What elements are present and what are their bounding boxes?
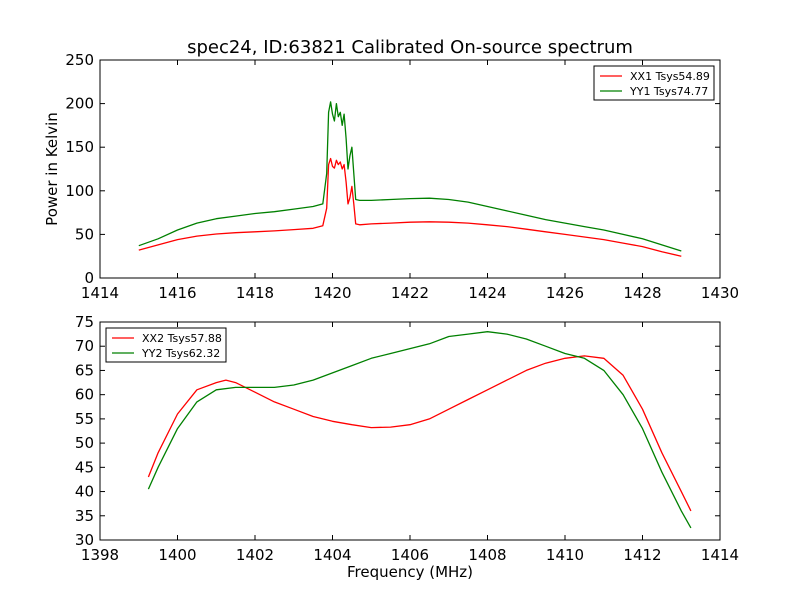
x-tick-label: 1404: [313, 546, 351, 564]
x-axis-label: Frequency (MHz): [347, 563, 473, 581]
x-tick-label: 1426: [546, 284, 584, 302]
legend-label: YY2 Tsys62.32: [141, 347, 220, 360]
series-line-1-0: [147, 355, 692, 512]
x-tick-label: 1422: [391, 284, 429, 302]
y-tick-label: 75: [75, 313, 94, 331]
y-tick-label: 100: [65, 182, 94, 200]
y-tick-label: 65: [75, 361, 94, 379]
y-tick-label: 50: [75, 434, 94, 452]
y-axis-label: Power in Kelvin: [43, 112, 61, 226]
bottom-plot: 1398 1400 1402 1404 1406 1408 1410 1412 1414 30 35…: [75, 313, 739, 581]
x-tick-label: 1412: [623, 546, 661, 564]
series-line-1-1: [147, 331, 692, 529]
y-tick-label: 40: [75, 483, 94, 501]
legend-box: [105, 327, 227, 363]
x-tick-label: 1400: [158, 546, 196, 564]
x-tick-label: 1424: [468, 284, 506, 302]
y-tick-label: 0: [84, 269, 94, 287]
y-tick-label: 150: [65, 138, 94, 156]
y-tick-label: 45: [75, 458, 94, 476]
series-line-0-0: [138, 157, 682, 257]
x-tick-label: 1428: [623, 284, 661, 302]
y-tick-label: 60: [75, 386, 94, 404]
x-tick-label: 1416: [158, 284, 196, 302]
figure-title: spec24, ID:63821 Calibrated On-source sp…: [187, 37, 633, 58]
x-tick-label: 1408: [468, 546, 506, 564]
legend: XX1 Tsys54.89 YY1 Tsys74.77: [593, 65, 715, 101]
legend-box: [593, 65, 715, 101]
y-tick-label: 200: [65, 95, 94, 113]
legend-label: XX1 Tsys54.89: [630, 70, 710, 83]
x-tick-label: 1420: [313, 284, 351, 302]
x-tick-label: 1414: [81, 284, 119, 302]
series-line-0-1: [138, 101, 682, 252]
top-plot: 1414 1416 1418 1420 1422 1424 1426 1428 1430 0 50 1…: [43, 51, 739, 302]
x-tick-label: 1406: [391, 546, 429, 564]
x-tick-label: 1414: [701, 546, 739, 564]
legend-label: YY1 Tsys74.77: [629, 85, 708, 98]
x-tick-label: 1402: [236, 546, 274, 564]
legend-label: XX2 Tsys57.88: [142, 332, 222, 345]
y-tick-label: 30: [75, 531, 94, 549]
y-tick-label: 35: [75, 507, 94, 525]
y-tick-label: 70: [75, 337, 94, 355]
x-tick-label: 1430: [701, 284, 739, 302]
x-tick-label: 1398: [81, 546, 119, 564]
y-tick-label: 50: [75, 225, 94, 243]
x-tick-label: 1410: [546, 546, 584, 564]
y-tick-label: 250: [65, 51, 94, 69]
legend: XX2 Tsys57.88 YY2 Tsys62.32: [105, 327, 227, 363]
y-tick-label: 55: [75, 410, 94, 428]
x-tick-label: 1418: [236, 284, 274, 302]
